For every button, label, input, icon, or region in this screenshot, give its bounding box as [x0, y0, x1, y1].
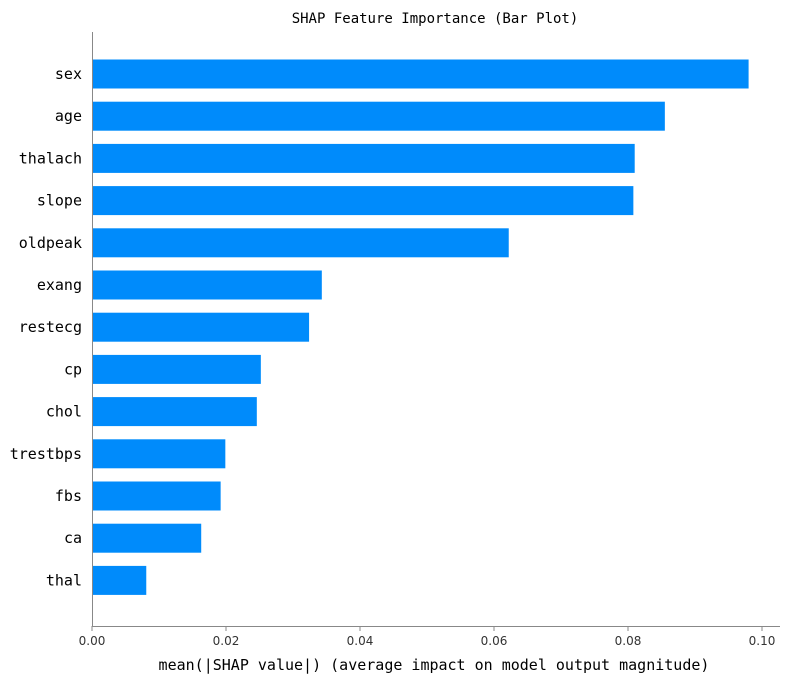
bar-age: [92, 101, 665, 131]
x-tick-label: 0.02: [213, 634, 240, 648]
x-ticks-group: 0.00 0.02 0.04 0.06 0.08 0.10: [79, 626, 776, 648]
bar-ca: [92, 523, 202, 553]
x-tick-label: 0.10: [749, 634, 776, 648]
category-label-oldpeak: oldpeak: [19, 234, 82, 252]
chart-title: SHAP Feature Importance (Bar Plot): [292, 11, 579, 27]
category-label-slope: slope: [37, 192, 82, 210]
bar-trestbps: [92, 439, 226, 469]
bar-thal: [92, 565, 147, 595]
x-tick-label: 0.00: [79, 634, 106, 648]
category-label-ca: ca: [64, 529, 82, 547]
category-label-thalach: thalach: [19, 149, 82, 167]
category-label-trestbps: trestbps: [10, 445, 82, 463]
category-labels: sex age thalach slope oldpeak exang restecg cp c…: [10, 65, 82, 589]
x-tick-label: 0.04: [347, 634, 374, 648]
category-label-age: age: [55, 107, 82, 125]
bar-chol: [92, 397, 257, 427]
category-label-fbs: fbs: [55, 487, 82, 505]
category-label-restecg: restecg: [19, 318, 82, 336]
bar-sex: [92, 59, 749, 89]
category-label-chol: chol: [46, 403, 82, 421]
bar-restecg: [92, 312, 310, 342]
bar-slope: [92, 186, 634, 216]
bar-thalach: [92, 143, 635, 173]
category-label-sex: sex: [55, 65, 82, 83]
bar-oldpeak: [92, 228, 509, 258]
category-label-exang: exang: [37, 276, 82, 294]
category-label-cp: cp: [64, 360, 82, 378]
category-label-thal: thal: [46, 571, 82, 589]
x-tick-label: 0.06: [481, 634, 508, 648]
x-axis-label: mean(|SHAP value|) (average impact on mo…: [159, 656, 710, 674]
bar-fbs: [92, 481, 221, 511]
bar-cp: [92, 354, 261, 384]
x-tick-label: 0.08: [615, 634, 642, 648]
bars-group: [92, 59, 749, 595]
bar-exang: [92, 270, 322, 300]
